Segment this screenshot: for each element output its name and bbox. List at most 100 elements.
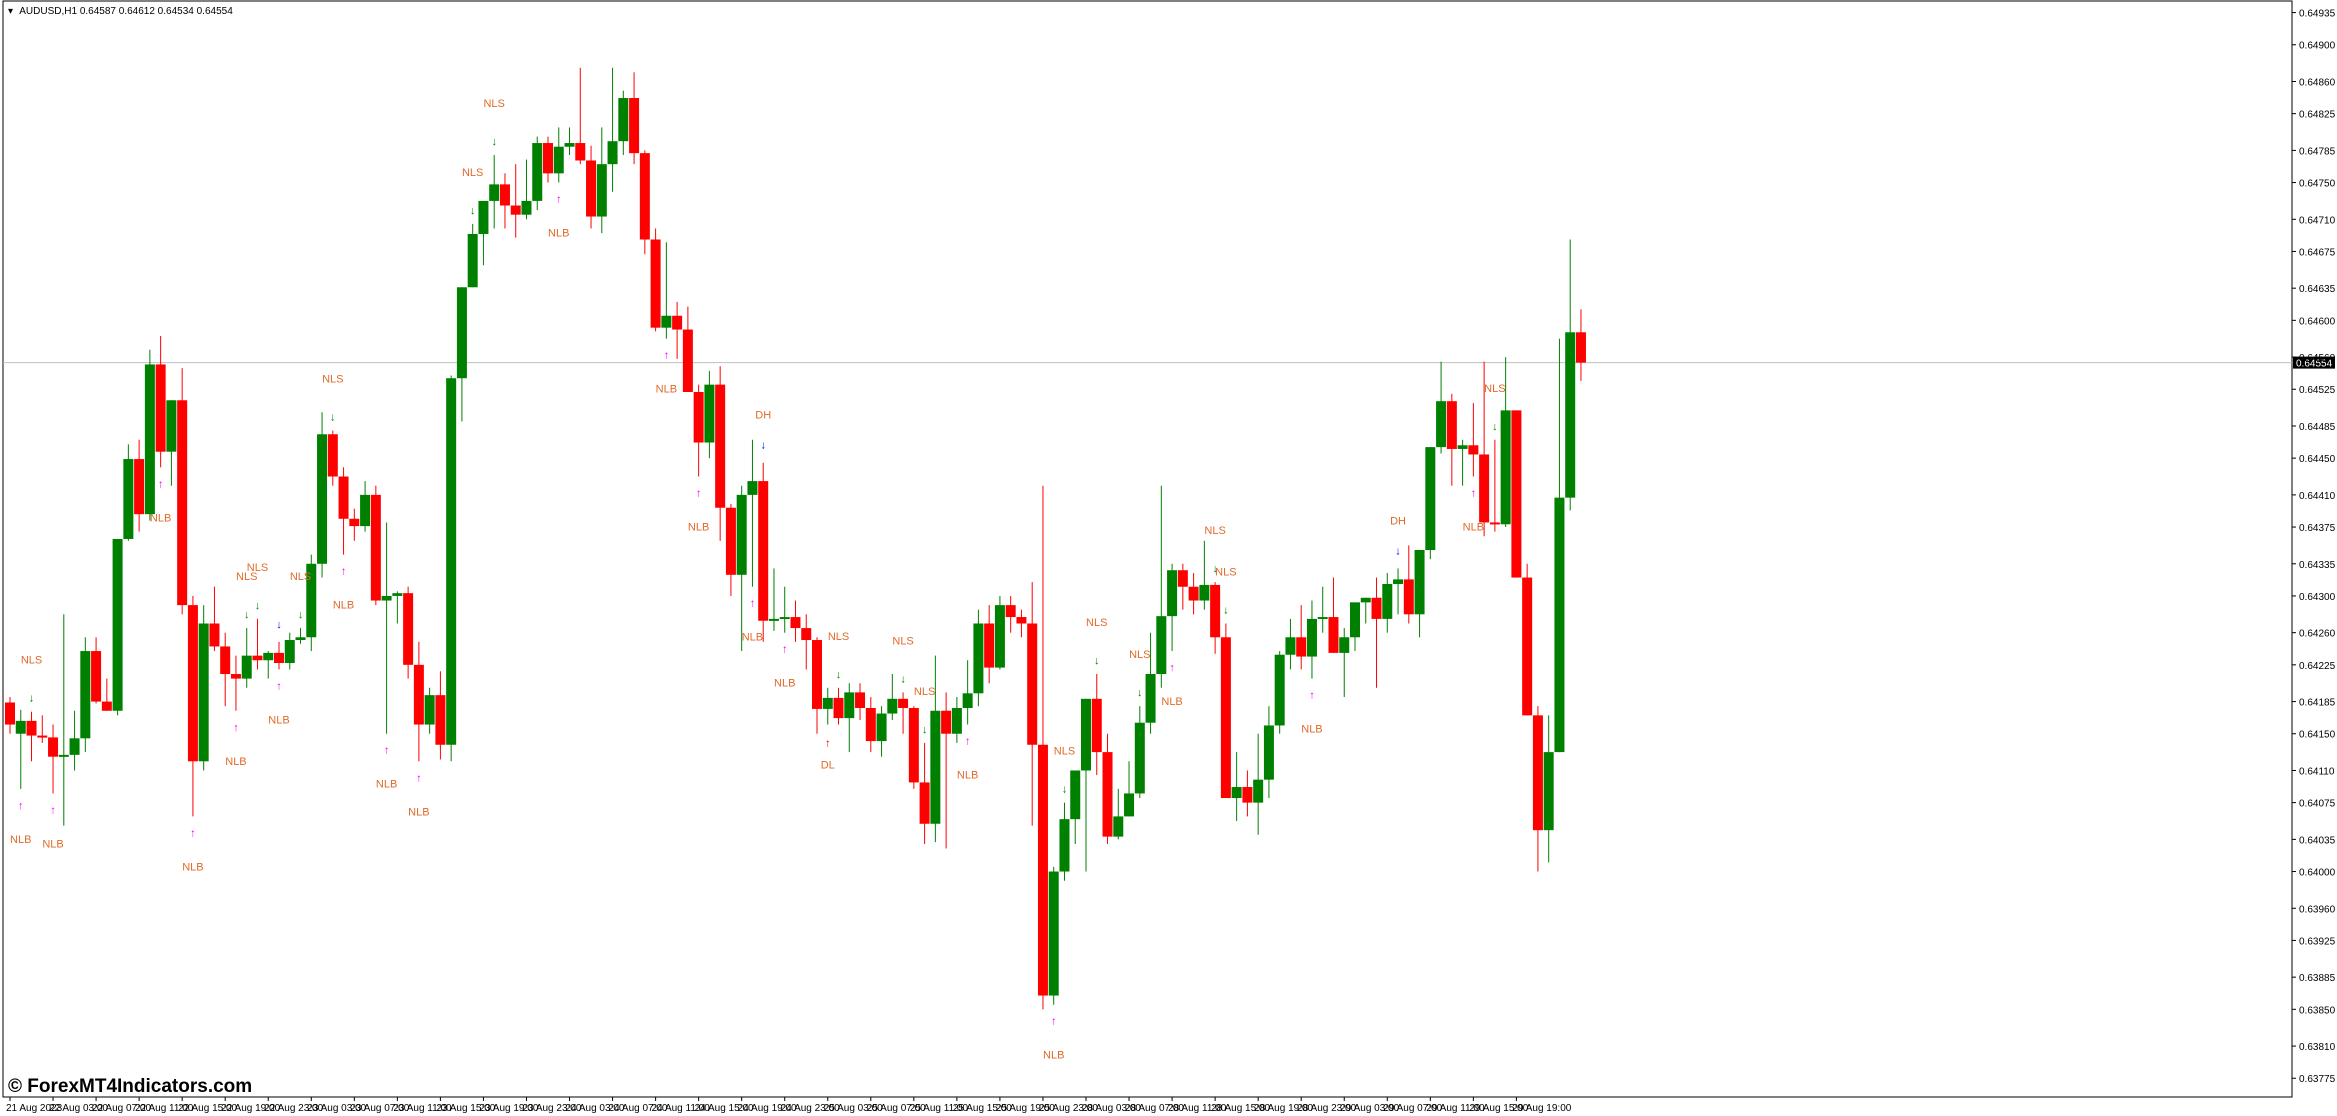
candle-body-bull: [618, 98, 629, 142]
signal-label: NLS: [322, 374, 343, 386]
price-tick-label: 0.64000: [2299, 868, 2336, 879]
signal-arrow-icon: ↓: [298, 609, 304, 621]
candle-body-bull: [241, 655, 252, 679]
signal-label: NLS: [892, 635, 913, 647]
time-tick-label: 23 Aug 19:00: [479, 1103, 538, 1114]
candle-body-bull: [553, 146, 564, 174]
signal-arrow-icon: ↑: [782, 644, 788, 656]
candle-body-bull: [1113, 816, 1124, 837]
signal-arrow-icon: ↓: [470, 205, 476, 217]
candle-body-bull: [768, 618, 779, 621]
signal-arrow-icon: ↑: [1169, 662, 1175, 674]
candle-body-bull: [424, 695, 435, 725]
candle-body-bear: [187, 605, 198, 762]
candle-body-bull: [596, 164, 607, 217]
price-tick-label: 0.64150: [2299, 730, 2336, 741]
price-tick-label: 0.64450: [2299, 454, 2336, 465]
candle-body-bull: [263, 652, 274, 661]
candle-body-bull: [704, 384, 715, 443]
signal-arrow-icon: ↑: [233, 722, 239, 734]
candle-body-bull: [198, 623, 209, 762]
candle-body-bull: [1156, 616, 1167, 675]
chart-border: [2, 0, 2293, 1098]
candle-body-bear: [48, 737, 59, 757]
signal-label: NLS: [483, 98, 504, 110]
candle-body-bull: [962, 693, 973, 709]
candle-body-bull: [1285, 637, 1296, 655]
signal-arrow-icon: ↑: [190, 827, 196, 839]
signal-label: NLB: [42, 838, 63, 850]
candle-body-bull: [80, 651, 91, 739]
candle-body-bull: [1145, 674, 1156, 723]
signal-arrow-icon: ↓: [1395, 545, 1401, 557]
price-tick-label: 0.64900: [2299, 41, 2336, 52]
candle-body-bear: [1446, 401, 1457, 449]
signal-label: NLB: [225, 756, 246, 768]
signal-arrow-icon: ↓: [1223, 604, 1229, 616]
candle-body-bull: [1382, 583, 1393, 619]
time-tick-label: 22 Aug 03:00: [49, 1103, 108, 1114]
signal-label: NLB: [408, 806, 429, 818]
signal-arrow-icon: ↓: [836, 669, 842, 681]
candle-body-bear: [230, 674, 241, 679]
candle-body-bull: [1457, 445, 1468, 449]
candle-body-bull: [661, 315, 672, 328]
candle-body-bear: [1522, 577, 1533, 716]
signal-label: NLS: [828, 631, 849, 643]
symbol-line: AUDUSD,H1 0.64587 0.64612 0.64534 0.6455…: [19, 6, 233, 17]
time-tick-label: 28 Aug 23:00: [1297, 1103, 1356, 1114]
candle-body-bull: [123, 459, 134, 539]
price-tick-label: 0.64185: [2299, 698, 2336, 709]
signal-label: NLS: [1129, 649, 1150, 661]
signal-label: NLB: [688, 522, 709, 534]
candle-body-bear: [349, 518, 360, 527]
candle-body-bear: [435, 695, 446, 745]
candle-body-bull: [144, 364, 155, 515]
candle-body-bull: [69, 738, 80, 755]
time-tick-label: 24 Aug 19:00: [738, 1103, 797, 1114]
indicator-annotations: ↑ NLB ↓ NLS ↑ NLB ↑ NLB ↑ NLB ↑ NLB ↓ NLS ↓ NLS ↑ NLB ↓ ↓ NL…: [10, 98, 1506, 1062]
signal-arrow-icon: ↓: [1062, 784, 1068, 796]
price-tick-label: 0.64560: [2299, 353, 2336, 364]
price-tick-label: 0.64635: [2299, 284, 2336, 295]
signal-label: NLS: [247, 562, 268, 574]
candle-body-bear: [898, 698, 909, 709]
candle-body-bull: [532, 143, 543, 201]
time-tick-label: 25 Aug 23:00: [1039, 1103, 1098, 1114]
candle-body-bear: [790, 617, 801, 629]
signal-arrow-icon: ↑: [276, 680, 282, 692]
time-tick-label: 29 Aug 11:00: [1426, 1103, 1485, 1114]
price-tick-label: 0.64860: [2299, 77, 2336, 88]
signal-arrow-icon: ↑: [1471, 488, 1477, 500]
price-tick-label: 0.63885: [2299, 973, 2336, 984]
signal-label: NLB: [1161, 696, 1182, 708]
candle-body-bear: [1328, 617, 1339, 653]
time-tick-label: 24 Aug 03:00: [566, 1103, 625, 1114]
candle-body-bull: [736, 494, 747, 575]
candle-body-bull: [1124, 793, 1135, 817]
time-tick-label: 25 Aug 15:00: [953, 1103, 1012, 1114]
time-tick-label: 25 Aug 07:00: [867, 1103, 926, 1114]
price-tick-label: 0.64375: [2299, 523, 2336, 534]
candle-body-bear: [984, 623, 995, 668]
candle-body-bull: [360, 494, 371, 527]
collapse-triangle-icon[interactable]: ▾: [8, 6, 13, 17]
candle-body-bull: [844, 692, 855, 719]
candle-body-bear: [274, 652, 284, 663]
time-tick-label: 23 Aug 15:00: [436, 1103, 495, 1114]
signal-arrow-icon: ↓: [900, 673, 906, 685]
candle-body-bear: [908, 708, 919, 783]
candle-body-bull: [1048, 871, 1059, 996]
signal-label: NLB: [1463, 522, 1484, 534]
candle-body-bull: [166, 400, 177, 452]
candle-body-bear: [1220, 637, 1231, 799]
candle-body-bear: [1016, 617, 1027, 624]
candle-body-bear: [1005, 605, 1016, 618]
signal-label: DH: [755, 410, 771, 422]
signal-label: DH: [1390, 515, 1406, 527]
signal-arrow-icon: ↓: [29, 693, 35, 705]
price-tick-label: 0.64410: [2299, 491, 2336, 502]
signal-arrow-icon: ↑: [965, 736, 971, 748]
